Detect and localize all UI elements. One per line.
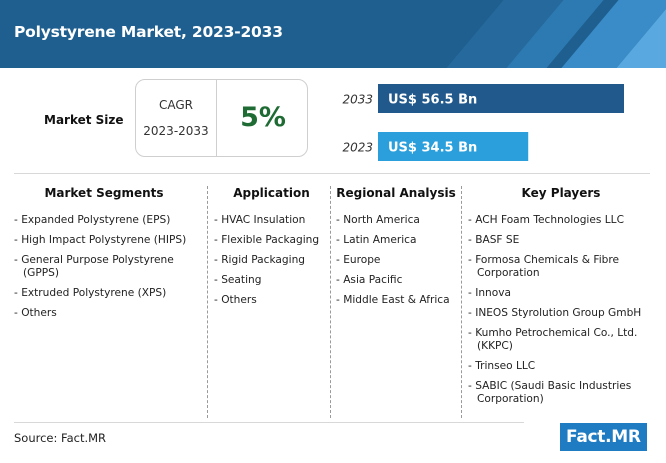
- list-item: - General Purpose Polystyrene (GPPS): [14, 254, 174, 279]
- footer-divider: [14, 422, 524, 423]
- list-item: - Middle East & Africa: [336, 294, 450, 306]
- cagr-label: CAGR: [158, 98, 193, 112]
- cagr-box: CAGR 2023-2033 5%: [135, 79, 308, 157]
- list-item: - North America: [336, 214, 420, 226]
- list-item: - Europe: [336, 254, 381, 266]
- list-item: - Kumho Petrochemical Co., Ltd. (KKPC): [468, 327, 638, 352]
- page-title: Polystyrene Market, 2023-2033: [14, 23, 283, 41]
- bar-2033: [378, 84, 624, 113]
- list-item: - Others: [14, 307, 57, 319]
- source-note: Source: Fact.MR: [14, 431, 107, 445]
- list-item: - Formosa Chemicals & Fibre Corporation: [468, 254, 620, 279]
- list-item: - Trinseo LLC: [468, 360, 536, 372]
- section-divider: [14, 173, 650, 174]
- column-heading: Market Segments: [44, 186, 164, 200]
- list-item: - BASF SE: [468, 234, 520, 246]
- factmr-logo: Fact.MR: [560, 423, 647, 451]
- list-item: - High Impact Polystyrene (HIPS): [14, 234, 187, 246]
- list-item: - Latin America: [336, 234, 417, 246]
- bar-category-label: 2023: [342, 141, 373, 155]
- list-item: - Rigid Packaging: [214, 254, 306, 266]
- cagr-value: 5%: [240, 102, 286, 133]
- cagr-period: 2023-2033: [143, 124, 209, 138]
- bar-2023: [378, 132, 529, 161]
- column-separator: [330, 186, 331, 418]
- key-players-column: Key Players - ACH Foam Technologies LLC …: [468, 186, 654, 413]
- list-item: - ACH Foam Technologies LLC: [468, 214, 624, 226]
- column-heading: Regional Analysis: [336, 186, 456, 200]
- market-segments-column: Market Segments - Expanded Polystyrene (…: [14, 186, 194, 327]
- column-heading: Application: [233, 186, 310, 200]
- application-column: Application - HVAC Insulation - Flexible…: [214, 186, 329, 314]
- column-separator: [461, 186, 462, 418]
- column-separator: [207, 186, 208, 418]
- list-item: - INEOS Styrolution Group GmbH: [468, 307, 642, 319]
- list-item: - Flexible Packaging: [214, 234, 320, 246]
- cagr-divider: [216, 80, 217, 156]
- list-item: - Others: [214, 294, 257, 306]
- header-banner: Polystyrene Market, 2023-2033: [0, 0, 666, 68]
- list-item: - Seating: [214, 274, 262, 286]
- list-item: - SABIC (Saudi Basic Industries Corporat…: [468, 380, 632, 405]
- column-heading: Key Players: [521, 186, 601, 200]
- market-size-label: Market Size: [44, 113, 124, 127]
- market-size-bar-chart: 2033 US$ 56.5 Bn 2023 US$ 34.5 Bn: [342, 84, 624, 161]
- list-item: - Expanded Polystyrene (EPS): [14, 214, 171, 226]
- list-item: - Extruded Polystyrene (XPS): [14, 287, 167, 299]
- list-item: - Innova: [468, 287, 511, 299]
- list-item: - HVAC Insulation: [214, 214, 306, 226]
- bar-category-label: 2033: [342, 93, 373, 107]
- list-item: - Asia Pacific: [336, 274, 403, 286]
- bar-value-label: US$ 34.5 Bn: [388, 141, 477, 156]
- regional-analysis-column: Regional Analysis - North America - Lati…: [336, 186, 456, 314]
- bar-value-label: US$ 56.5 Bn: [388, 93, 477, 108]
